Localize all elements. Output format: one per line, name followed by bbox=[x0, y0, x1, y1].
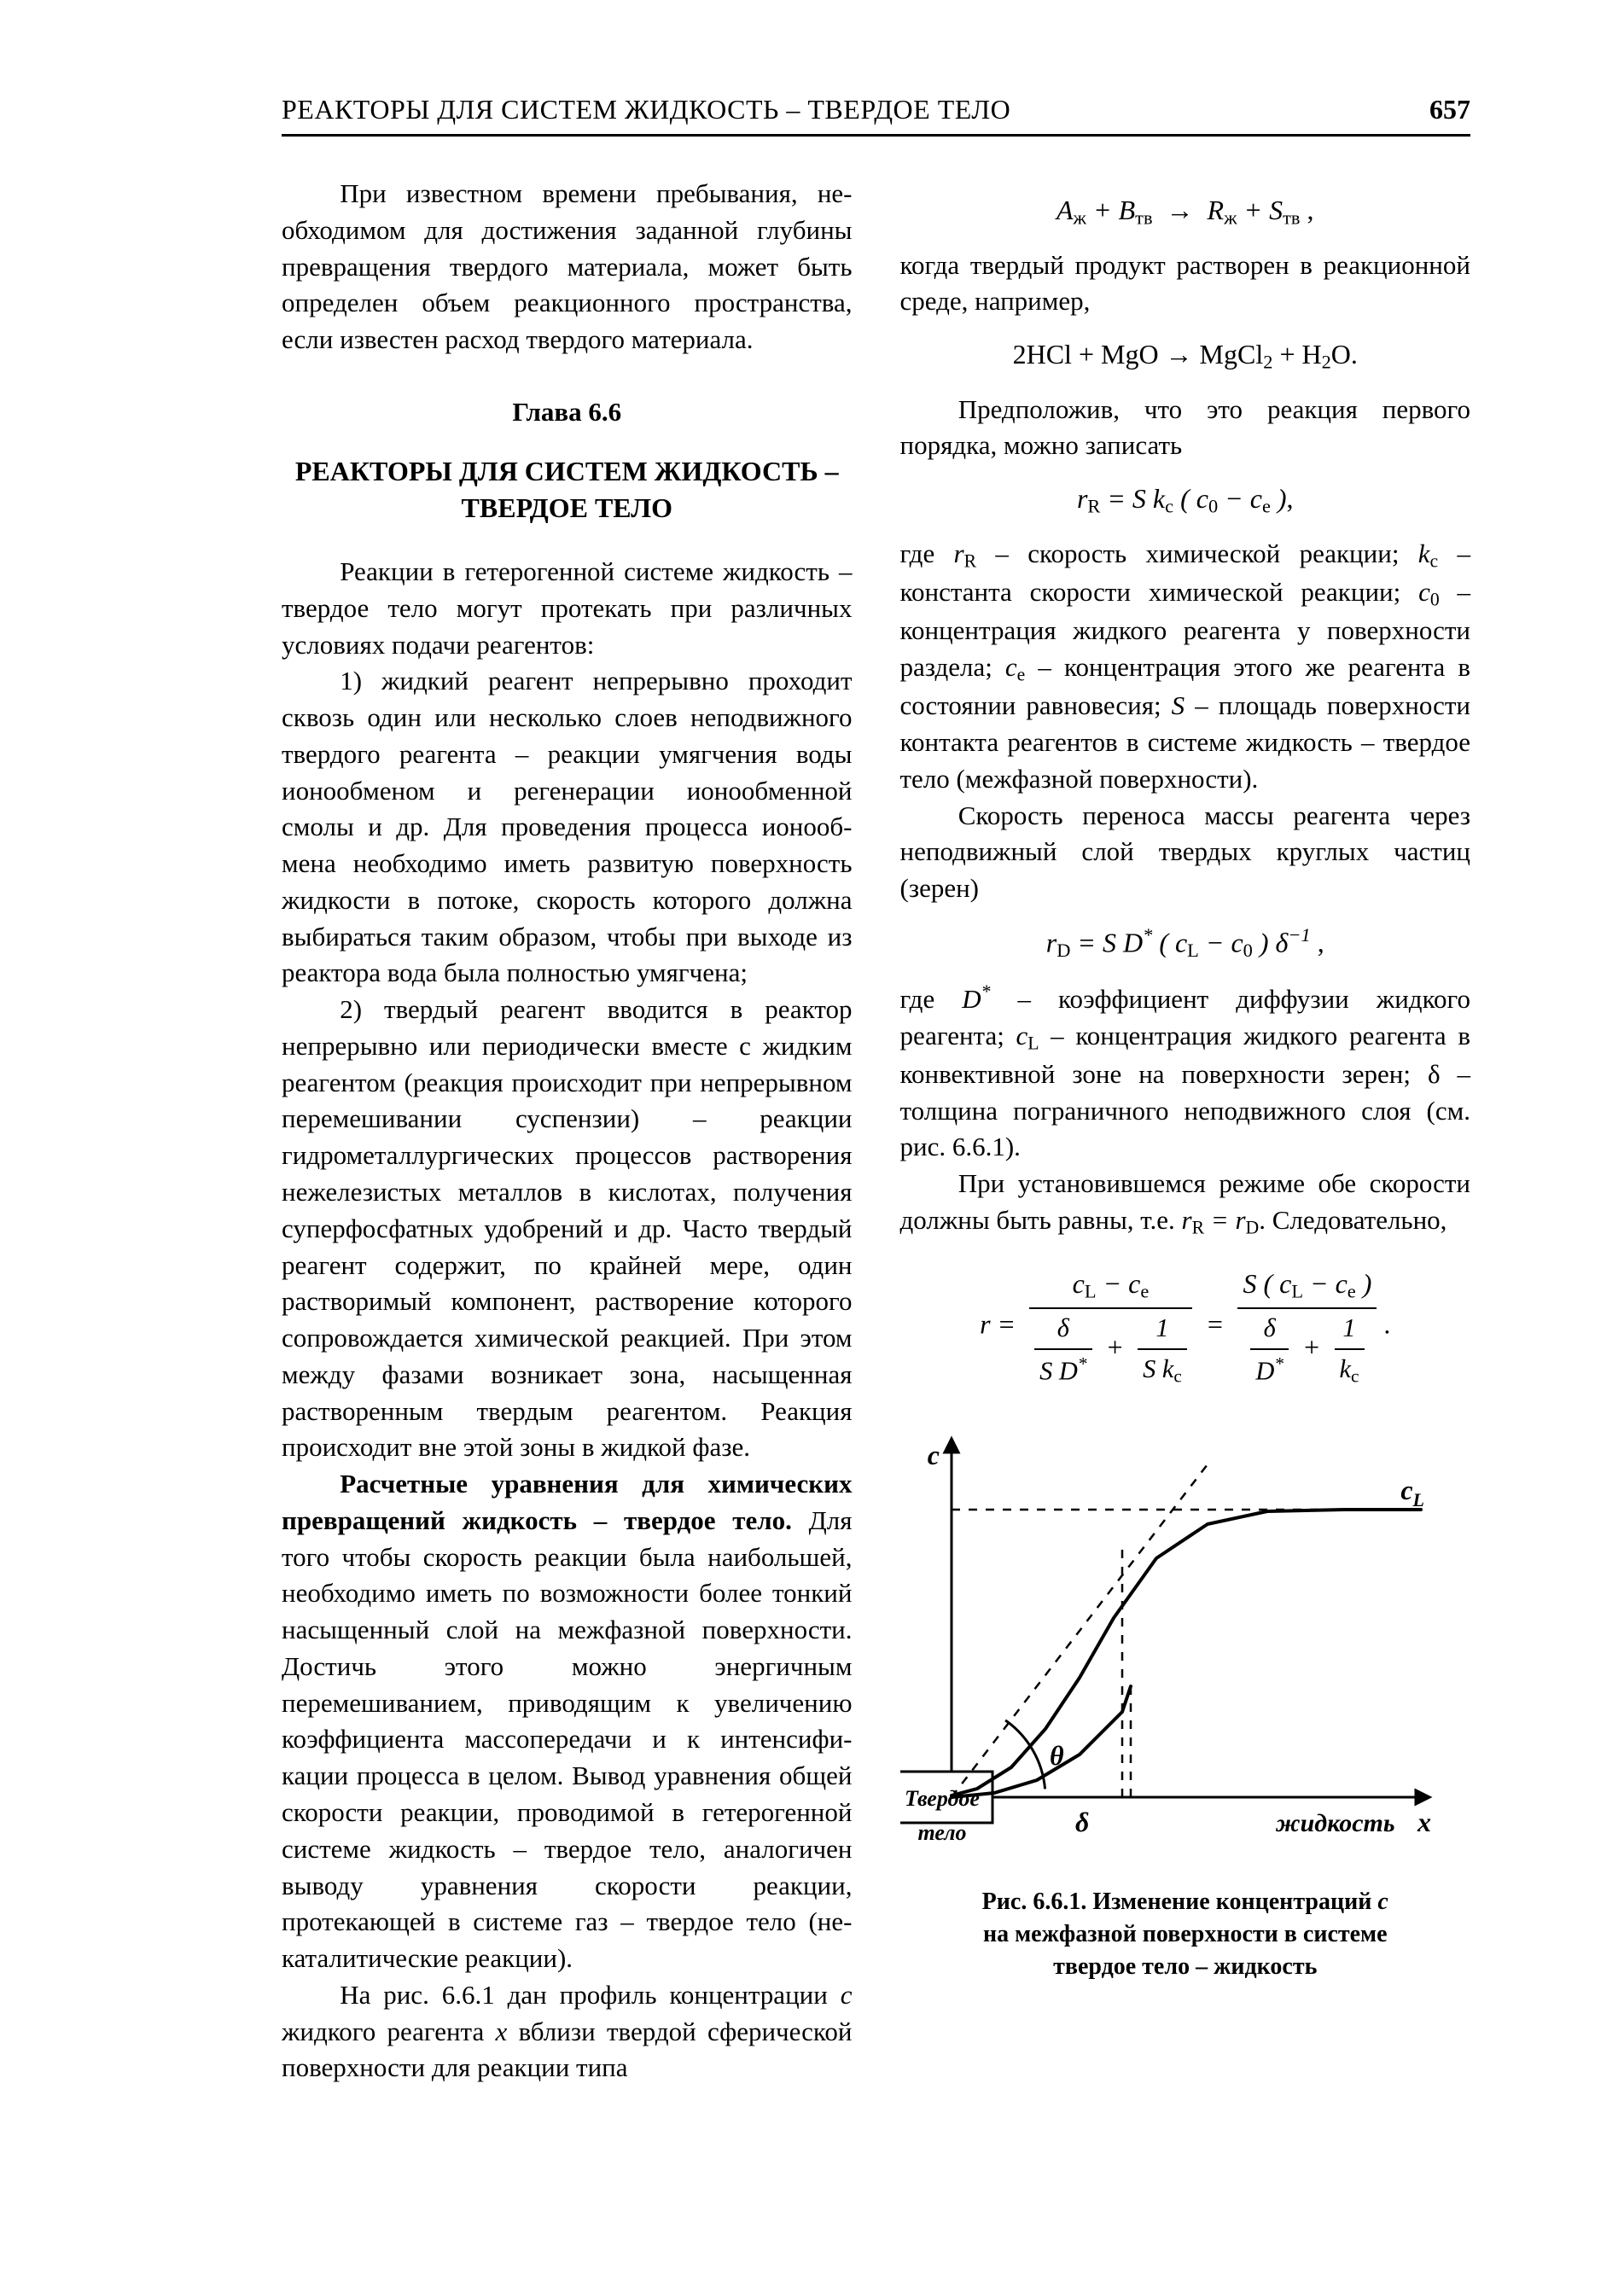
left-p1: Реакции в гетерогенной системе жид­кость… bbox=[282, 554, 853, 663]
svg-text:тело: тело bbox=[917, 1820, 966, 1845]
left-p2: Расчетные уравнения для химических превр… bbox=[282, 1466, 853, 1977]
right-p5: где D* – коэффициент диффузии жидкого ре… bbox=[900, 980, 1471, 1166]
left-column: При известном времени пребывания, не­обх… bbox=[282, 176, 853, 2086]
right-p2: Предположив, что это реакция первого пор… bbox=[900, 392, 1471, 465]
page-number: 657 bbox=[1429, 94, 1470, 125]
left-p2-rest: Для того чтобы скорость реакции была наи… bbox=[282, 1505, 853, 1973]
eq-rD: rD = S D* ( cL − c0 ) δ−1 , bbox=[900, 922, 1471, 964]
svg-text:cL: cL bbox=[1400, 1475, 1424, 1510]
svg-text:δ: δ bbox=[1075, 1807, 1089, 1837]
svg-text:x: x bbox=[1417, 1807, 1431, 1837]
right-column: Aж + Bтв → Rж + Sтв , когда твердый прод… bbox=[900, 176, 1471, 2086]
figure-6-6-1: c cL δ θ жидкость x Твердое тело Рис. 6.6.1. Из… bbox=[900, 1413, 1471, 1982]
figure-caption: Рис. 6.6.1. Изменение концентраций с на … bbox=[900, 1886, 1471, 1982]
left-intro: При известном времени пребывания, не­обх… bbox=[282, 176, 853, 358]
figure-svg: c cL δ θ жидкость x Твердое тело bbox=[900, 1413, 1446, 1874]
body-columns: При известном времени пребывания, не­обх… bbox=[282, 176, 1470, 2086]
left-item2: 2) твердый реагент вводится в реактор не… bbox=[282, 992, 853, 1466]
right-p1: когда твердый продукт растворен в реакци… bbox=[900, 247, 1471, 321]
eq-scheme: Aж + Bтв → Rж + Sтв , bbox=[900, 191, 1471, 232]
svg-text:θ: θ bbox=[1050, 1740, 1064, 1771]
page: РЕАКТОРЫ ДЛЯ СИСТЕМ ЖИДКОСТЬ – ТВЕРДОЕ Т… bbox=[0, 0, 1624, 2189]
svg-text:Твердое: Твердое bbox=[905, 1786, 980, 1811]
left-item1: 1) жидкий реагент непрерывно проходит ск… bbox=[282, 663, 853, 992]
section-title: РЕАКТОРЫ ДЛЯ СИСТЕМ ЖИДКОСТЬ – ТВЕРДОЕ Т… bbox=[282, 453, 853, 527]
running-head: РЕАКТОРЫ ДЛЯ СИСТЕМ ЖИДКОСТЬ – ТВЕРДОЕ Т… bbox=[282, 94, 1470, 137]
right-p6: При установившемся режиме обе скоро­сти … bbox=[900, 1166, 1471, 1241]
chapter-label: Глава 6.6 bbox=[282, 394, 853, 431]
right-p4: Скорость переноса массы реагента через н… bbox=[900, 798, 1471, 907]
left-p3: На рис. 6.6.1 дан профиль концентрации с… bbox=[282, 1977, 853, 2086]
eq-rR: rR = S kc ( c0 − ce ), bbox=[900, 480, 1471, 521]
running-title: РЕАКТОРЫ ДЛЯ СИСТЕМ ЖИДКОСТЬ – ТВЕРДОЕ Т… bbox=[282, 94, 1010, 125]
eq-example: 2HCl + MgO → MgCl2 + H2O. bbox=[900, 335, 1471, 376]
svg-text:c: c bbox=[927, 1440, 939, 1470]
eq-final: r = cL − ce δS D* + 1S kc = S ( cL − ce … bbox=[900, 1265, 1471, 1389]
svg-text:жидкость: жидкость bbox=[1275, 1809, 1395, 1837]
left-p2-lead: Расчетные уравнения для химических превр… bbox=[282, 1469, 853, 1535]
right-p3: где rR – скорость химической реакции; kc… bbox=[900, 536, 1471, 798]
